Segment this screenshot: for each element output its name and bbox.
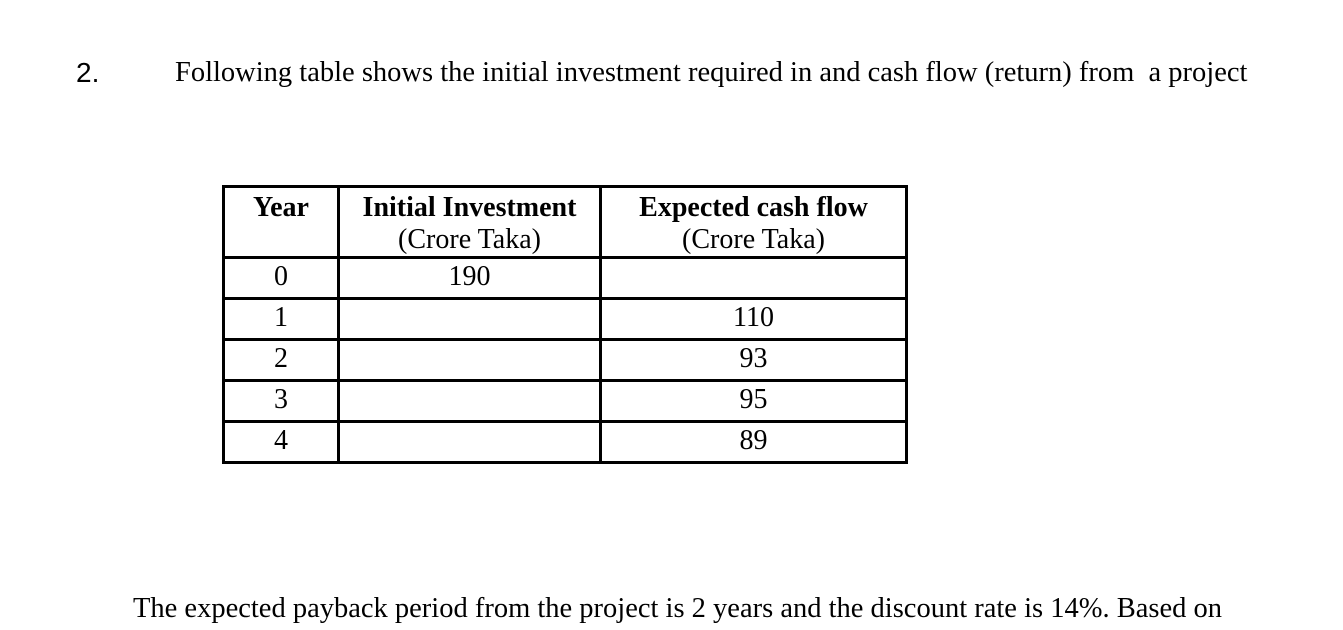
- question-number: 2.: [76, 57, 100, 88]
- cell-expected-cash-flow-2: 93: [599, 338, 908, 382]
- table-header: Year Initial Investment (Crore Taka) Exp…: [222, 185, 908, 259]
- cell-year-1: 1: [222, 297, 340, 341]
- table-row-year-4: 4 89: [222, 420, 908, 464]
- header-cell-initial-investment: Initial Investment (Crore Taka): [337, 185, 602, 259]
- question-body-text: The expected payback period from the pro…: [133, 528, 1222, 630]
- investment-cashflow-table: Year Initial Investment (Crore Taka) Exp…: [222, 185, 908, 464]
- cell-initial-investment-0: 190: [337, 256, 602, 300]
- header-year-title: Year: [253, 192, 309, 223]
- header-row: Year Initial Investment (Crore Taka) Exp…: [222, 185, 908, 259]
- header-initial-investment-subtitle: (Crore Taka): [398, 224, 541, 255]
- table-row-year-2: 2 93: [222, 338, 908, 382]
- question-intro-text: Following table shows the initial invest…: [175, 57, 1248, 88]
- cell-year-0: 0: [222, 256, 340, 300]
- header-expected-cash-flow-subtitle: (Crore Taka): [682, 224, 825, 255]
- cell-initial-investment-1: [337, 297, 602, 341]
- header-expected-cash-flow-title: Expected cash flow: [639, 192, 868, 223]
- header-cell-year: Year: [222, 185, 340, 259]
- cell-expected-cash-flow-0: [599, 256, 908, 300]
- cell-expected-cash-flow-1: 110: [599, 297, 908, 341]
- cell-year-3: 3: [222, 379, 340, 423]
- cell-expected-cash-flow-3: 95: [599, 379, 908, 423]
- table-row-year-3: 3 95: [222, 379, 908, 423]
- question-body-line-1: The expected payback period from the pro…: [133, 593, 1222, 624]
- cell-initial-investment-4: [337, 420, 602, 464]
- table-row-year-1: 1 110: [222, 297, 908, 341]
- cell-year-4: 4: [222, 420, 340, 464]
- cell-year-2: 2: [222, 338, 340, 382]
- table-row-year-0: 0 190: [222, 256, 908, 300]
- cell-initial-investment-3: [337, 379, 602, 423]
- cell-initial-investment-2: [337, 338, 602, 382]
- header-cell-expected-cash-flow: Expected cash flow (Crore Taka): [599, 185, 908, 259]
- table-body: 0 190 1 110 2 93 3 95 4 89: [222, 256, 908, 464]
- header-initial-investment-title: Initial Investment: [362, 192, 577, 223]
- cell-expected-cash-flow-4: 89: [599, 420, 908, 464]
